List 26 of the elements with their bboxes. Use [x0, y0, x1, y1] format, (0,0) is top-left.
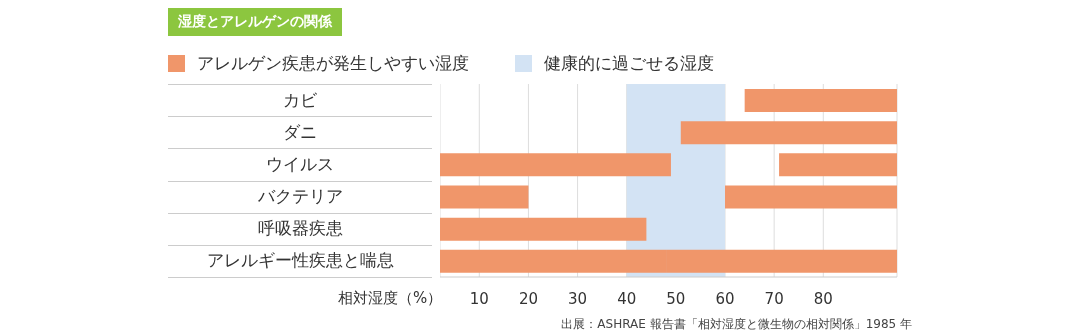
x-tick-label: 70 [764, 289, 784, 308]
x-tick-label: 30 [568, 289, 588, 308]
text: 湿度とアレルゲンの関係 [168, 8, 342, 36]
legend-label: アレルゲン疾患が発生しやすい湿度 [197, 52, 469, 75]
y-tick-label: ダニ [282, 120, 318, 144]
bar [440, 153, 671, 177]
y-tick-label: バクテリア [256, 185, 344, 209]
x-tick-label: 20 [518, 289, 538, 308]
y-tick-label: カビ [282, 88, 318, 112]
y-tick-label: 呼吸器疾患 [256, 217, 344, 241]
bar [440, 217, 647, 241]
text: 出展：ASHRAE 報告書「相対湿度と微生物の相対関係」1985 年 [561, 316, 912, 333]
bar [725, 185, 897, 209]
x-tick-label: 60 [715, 289, 735, 308]
bar [440, 185, 529, 209]
x-tick-label: 50 [666, 289, 686, 308]
bar [744, 89, 897, 112]
bar [680, 121, 897, 145]
x-tick-label: 40 [617, 289, 637, 308]
x-axis-title: 相対湿度（%） [338, 289, 443, 308]
bar [779, 153, 897, 177]
y-tick-label: ウイルス [265, 152, 335, 176]
x-tick-label: 10 [469, 289, 489, 308]
legend-label: 健康的に過ごせる湿度 [544, 52, 714, 75]
x-tick-label: 80 [813, 289, 833, 308]
y-tick-label: アレルギー性疾患と喘息 [205, 249, 395, 273]
